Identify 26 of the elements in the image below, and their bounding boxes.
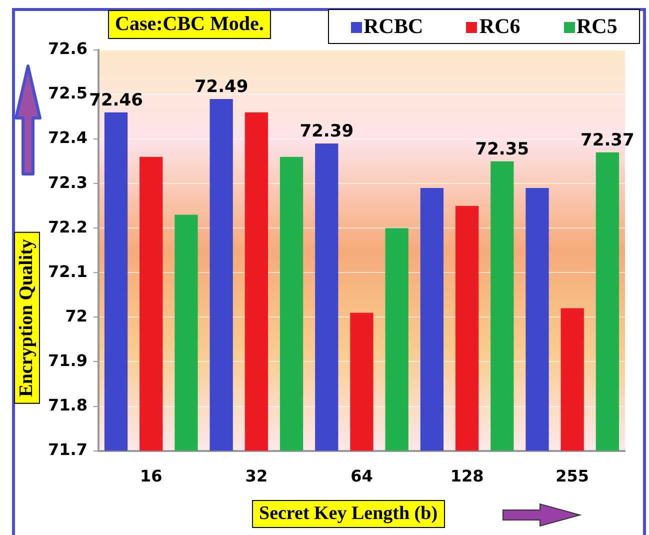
y-axis-title: Encryption Quality bbox=[14, 232, 40, 404]
data-label: 72.39 bbox=[300, 121, 354, 142]
y-tick-label: 72 bbox=[65, 306, 88, 326]
data-label: 72.49 bbox=[194, 76, 248, 97]
y-tick-label: 72.6 bbox=[48, 39, 88, 58]
x-tick-label: 16 bbox=[140, 466, 162, 486]
x-tick-label: 128 bbox=[450, 466, 484, 486]
y-tick-label: 72.4 bbox=[48, 128, 88, 148]
x-tick-label: 64 bbox=[350, 466, 373, 486]
x-axis-title: Secret Key Length (b) bbox=[252, 500, 445, 528]
chart-title: Case:CBC Mode. bbox=[108, 10, 271, 39]
data-label: 72.37 bbox=[580, 130, 634, 150]
legend-label: RC5 bbox=[576, 14, 618, 39]
y-tick-label: 72.3 bbox=[48, 172, 88, 192]
y-tick-label: 72.5 bbox=[48, 84, 88, 103]
legend-label: RCBC bbox=[362, 14, 424, 39]
data-label: 72.46 bbox=[89, 90, 143, 110]
y-tick-label: 72.1 bbox=[48, 262, 88, 281]
y-tick-label: 71.8 bbox=[48, 395, 88, 414]
x-tick-label: 255 bbox=[556, 466, 590, 486]
data-label: 72.35 bbox=[475, 139, 530, 160]
y-tick-label: 71.9 bbox=[48, 350, 88, 370]
y-tick-label: 71.7 bbox=[48, 440, 88, 459]
x-tick-label: 32 bbox=[245, 466, 268, 486]
y-tick-label: 72.2 bbox=[48, 217, 88, 236]
legend-label: RC6 bbox=[478, 14, 520, 39]
